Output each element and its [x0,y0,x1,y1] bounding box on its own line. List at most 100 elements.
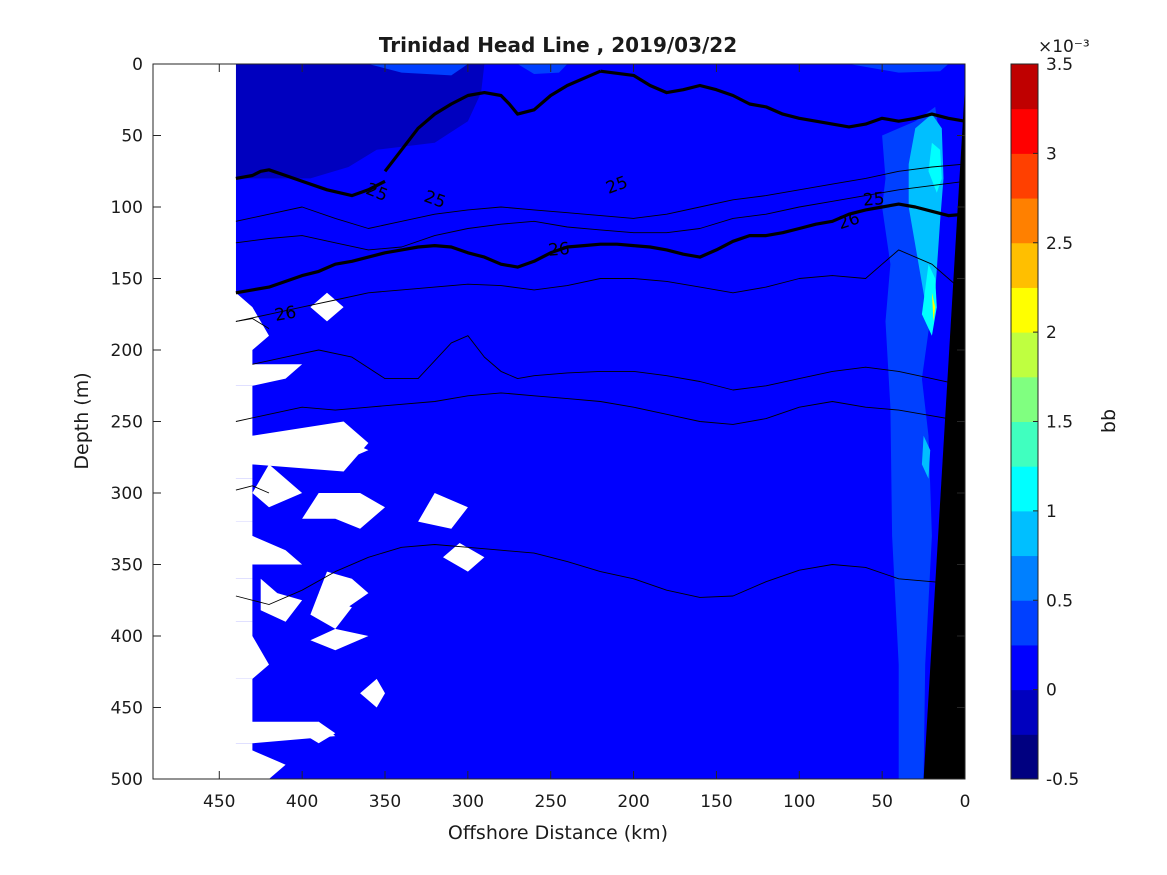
colorbar-swatch [1011,555,1038,601]
fill-region [928,142,942,193]
plot-background-fill [235,64,965,779]
fill-region [921,435,931,479]
colorbar: -0.5 0 0.5 1 1.5 2 2.5 3 3.5 [1010,55,1079,790]
contour-line-26.2 [235,249,965,322]
y-tick-label: 300 [111,484,143,504]
contour-line-25 [383,69,602,173]
fill-region [235,64,485,179]
contour-label: 26 [547,239,570,261]
y-tick-label: 0 [132,55,143,75]
colorbar-swatch [1011,689,1038,735]
no-data-region [302,721,336,744]
x-axis: 450 400 350 300 250 200 150 100 50 0 [203,64,970,812]
colorbar-label: bb [1098,409,1120,433]
no-data-region [260,578,303,622]
y-axis-label: Depth (m) [71,372,93,469]
y-tick-label: 200 [111,341,143,361]
contour-label: 26 [273,303,298,326]
colorbar-swatch [1011,510,1038,557]
no-data-region [443,543,485,572]
colorbar-swatch [1011,376,1038,422]
no-data-region [153,385,253,422]
contour-layer [235,69,965,605]
y-tick-label: 150 [111,270,143,290]
no-data-region [153,578,253,622]
x-tick-label: 100 [783,792,815,812]
colorbar-swatch [1011,108,1038,154]
y-tick-label: 250 [111,413,143,433]
no-data-region [153,621,269,679]
y-axis: 0 50 100 150 200 250 300 350 400 450 500 [111,55,965,790]
x-tick-label: 150 [700,792,732,812]
colorbar-tick-label: 2.5 [1046,234,1073,254]
colorbar-exponent: ×10⁻³ [1038,37,1090,57]
colorbar-swatch [1011,421,1038,467]
fill-layer [235,64,949,779]
no-data-region [360,678,385,708]
x-tick-label: 350 [369,792,401,812]
no-data-region [153,64,269,350]
no-data-region [153,350,303,386]
no-data-region [252,464,303,508]
colorbar-tick-label: 2 [1046,323,1057,343]
colorbar-swatch [1011,198,1038,244]
y-tick-label: 500 [111,770,143,790]
no-data-region [252,421,369,472]
no-data-region [153,678,253,708]
colorbar-swatch [1011,287,1038,333]
colorbar-tick-label: -0.5 [1046,770,1079,790]
colorbar-tick-label: 0.5 [1046,591,1073,611]
colorbar-tick-label: 1.5 [1046,413,1073,433]
no-data-region [302,493,385,529]
x-tick-label: 400 [286,792,318,812]
y-tick-label: 50 [121,127,143,147]
colorbar-tick-label: 1 [1046,502,1057,522]
fill-region [368,64,468,76]
fill-region [898,678,924,715]
x-tick-label: 250 [534,792,566,812]
fill-region [921,264,937,336]
contour-line-25 [235,168,386,198]
colorbar-swatch [1011,242,1038,288]
no-data-region [310,593,352,629]
x-tick-label: 450 [203,792,235,812]
colorbar-swatch [1011,644,1038,691]
colorbar-swatch [1011,332,1038,378]
fill-region [849,64,949,73]
contour-line-25.5 [235,163,965,229]
fill-region [931,292,936,322]
no-data-layer [153,64,485,779]
colorbar-tick-label: 3.5 [1046,55,1073,75]
x-tick-label: 50 [871,792,893,812]
contour-line-26.9 [235,485,270,494]
contour-line-26.5 [252,335,965,391]
colorbar-swatch [1011,734,1038,780]
seafloor-shape [923,85,965,779]
x-tick-label: 300 [452,792,484,812]
y-tick-label: 450 [111,699,143,719]
no-data-region [153,478,253,522]
contour-line-25 [600,69,965,129]
no-data-region [418,493,468,529]
no-data-region [153,707,336,744]
no-data-region [153,521,303,579]
contour-line-26.3 [235,318,270,329]
x-tick-label: 0 [960,792,971,812]
no-data-region [310,628,369,651]
no-data-region [310,292,344,322]
y-tick-label: 350 [111,556,143,576]
colorbar-swatch [1011,466,1038,512]
contour-line-25.8 [235,180,965,251]
contour-line-26 [235,202,965,295]
x-axis-label: Offshore Distance (km) [448,822,668,844]
fill-region [517,64,568,74]
colorbar-tick-label: 3 [1046,144,1057,164]
chart-title: Trinidad Head Line , 2019/03/22 [379,33,737,57]
contour-line-26.8 [235,392,965,425]
x-tick-label: 200 [617,792,649,812]
colorbar-swatch [1011,153,1038,199]
contour-label: 25 [862,189,885,211]
colorbar-swatch [1011,64,1038,110]
